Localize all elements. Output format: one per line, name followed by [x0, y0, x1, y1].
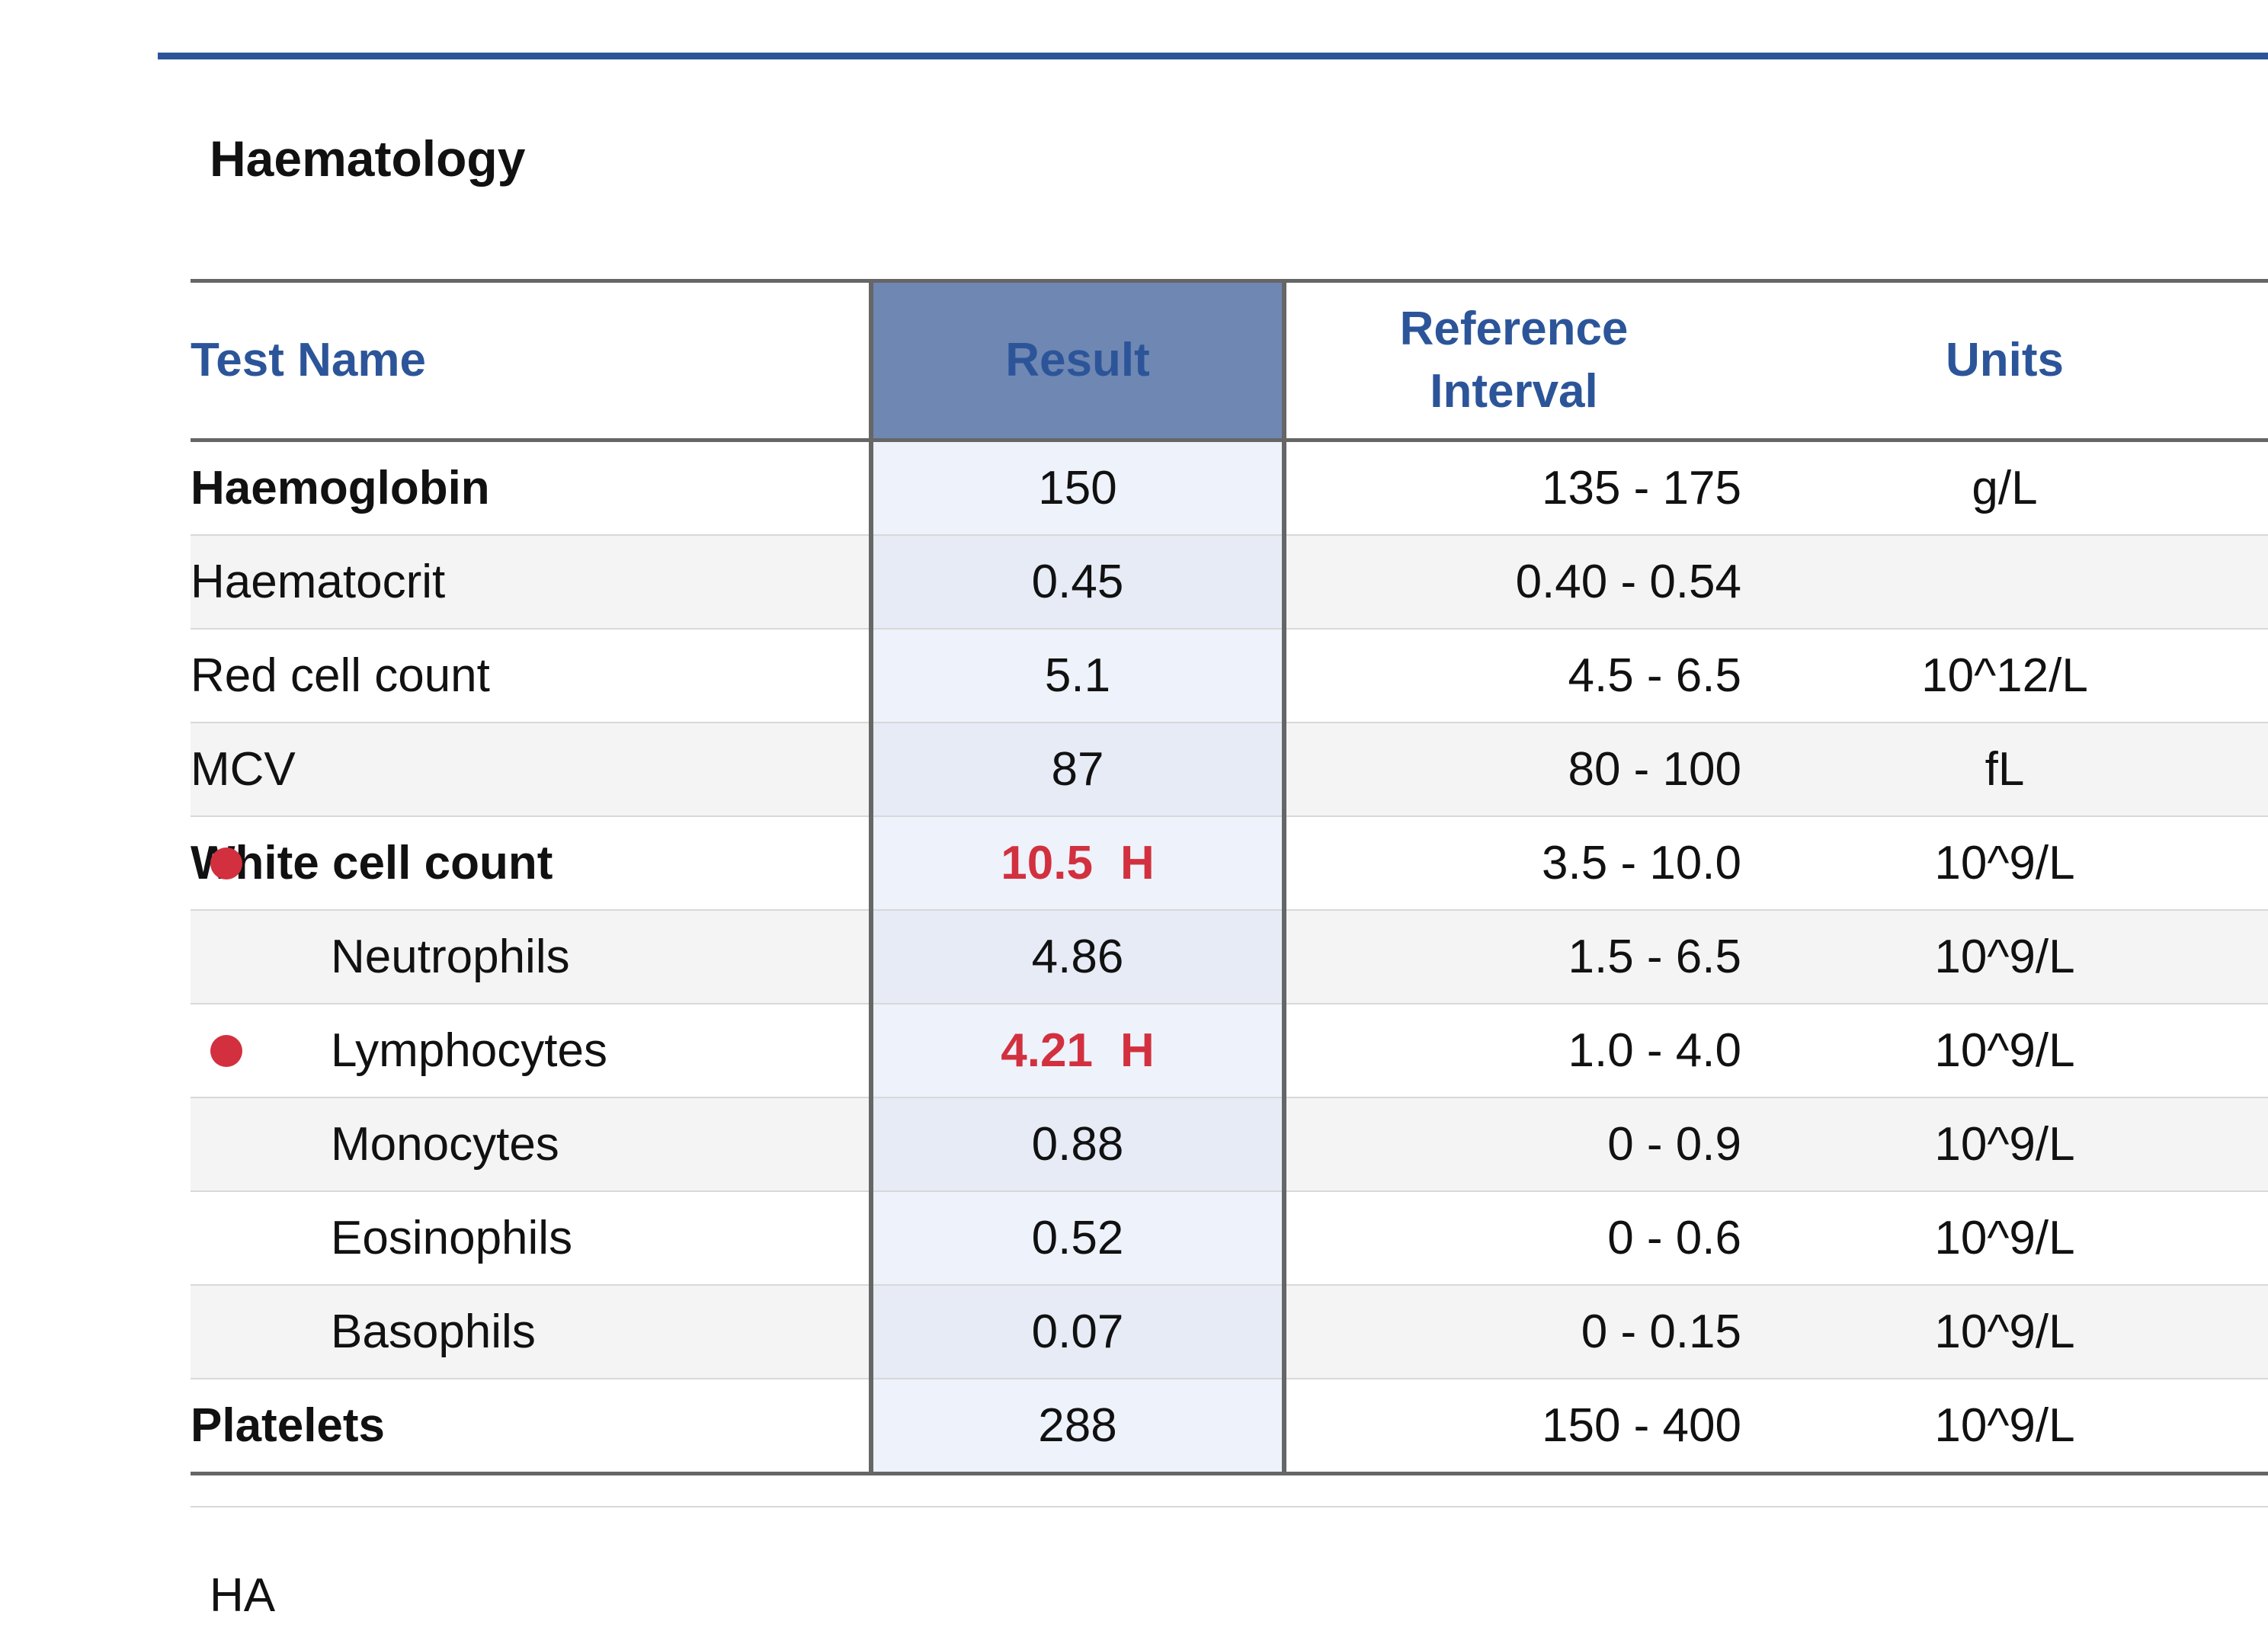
cell-test-name: Monocytes	[191, 1097, 871, 1192]
result-flag: H	[1120, 837, 1155, 889]
cell-result: 0.88	[869, 1097, 1286, 1192]
test-name-label: Basophils	[331, 1306, 536, 1358]
cell-reference-interval: 3.5 - 10.0	[1284, 816, 1741, 911]
cell-test-name: Lymphocytes	[191, 1004, 871, 1098]
result-value: 0.52	[1031, 1212, 1124, 1264]
cell-reference-interval: 1.0 - 4.0	[1284, 1004, 1741, 1098]
cell-units: 10^9/L	[1741, 1379, 2268, 1475]
cell-test-name: Haematocrit	[191, 535, 871, 630]
cell-units: 10^9/L	[1741, 1285, 2268, 1379]
test-name-label: Neutrophils	[331, 931, 570, 983]
bottom-rule	[191, 1506, 2268, 1507]
cell-reference-interval: 80 - 100	[1284, 722, 1741, 817]
cell-test-name: Basophils	[191, 1285, 871, 1379]
result-value: 10.5	[1001, 837, 1093, 889]
result-value: 87	[1051, 743, 1104, 796]
cell-result: 4.21 H	[869, 1004, 1286, 1098]
header-units: Units	[1741, 279, 2268, 442]
cell-reference-interval: 135 - 175	[1284, 440, 1741, 536]
cell-result: 150	[869, 440, 1286, 536]
header-reference-line1: Reference	[1399, 303, 1629, 355]
test-name-label: Red cell count	[191, 649, 490, 702]
cell-test-name: Platelets	[191, 1379, 871, 1475]
test-name-label: MCV	[191, 743, 296, 796]
cell-result: 4.86	[869, 910, 1286, 1004]
table-row: Lymphocytes 4.21 H 1.0 - 4.0 10^9/L	[191, 1004, 2268, 1098]
test-name-label: Haemoglobin	[191, 462, 490, 514]
abnormal-flag-dot-icon	[210, 847, 242, 879]
cell-units: g/L	[1741, 440, 2268, 536]
result-value: 4.86	[1031, 931, 1124, 983]
cell-reference-interval: 150 - 400	[1284, 1379, 1741, 1475]
table-header-row: Test Name Result Reference Interval Unit…	[191, 279, 2268, 442]
cell-test-name: Red cell count	[191, 629, 871, 723]
table-row: Basophils 0.07 0 - 0.15 10^9/L	[191, 1285, 2268, 1379]
table-row: Neutrophils 4.86 1.5 - 6.5 10^9/L	[191, 910, 2268, 1004]
result-value: 288	[1038, 1399, 1117, 1452]
table-row: Haemoglobin 150 135 - 175 g/L	[191, 440, 2268, 536]
result-value: 5.1	[1044, 649, 1111, 702]
abnormal-flag-dot-icon	[210, 1034, 242, 1067]
header-reference-interval: Reference Interval	[1284, 279, 1741, 442]
cell-test-name: MCV	[191, 722, 871, 817]
table-row: Haematocrit 0.45 0.40 - 0.54	[191, 535, 2268, 630]
result-value: 0.07	[1031, 1306, 1124, 1358]
result-value: 150	[1038, 462, 1117, 514]
cell-result: 87	[869, 722, 1286, 817]
cell-units: 10^9/L	[1741, 910, 2268, 1004]
test-name-label: Monocytes	[331, 1118, 559, 1171]
results-body: Haemoglobin 150 135 - 175 g/L Haematocrit 0.4…	[191, 440, 2268, 1475]
table-row: Red cell count 5.1 4.5 - 6.5 10^12/L	[191, 629, 2268, 723]
cell-reference-interval: 4.5 - 6.5	[1284, 629, 1741, 723]
cell-result: 0.52	[869, 1191, 1286, 1286]
result-value: 4.21	[1001, 1024, 1093, 1077]
test-name-label: Lymphocytes	[331, 1024, 607, 1077]
cell-test-name: Eosinophils	[191, 1191, 871, 1286]
cell-result: 0.45	[869, 535, 1286, 630]
cell-reference-interval: 0 - 0.6	[1284, 1191, 1741, 1286]
cell-test-name: Haemoglobin	[191, 440, 871, 536]
cell-reference-interval: 1.5 - 6.5	[1284, 910, 1741, 1004]
section-title: Haematology	[210, 130, 526, 187]
cell-test-name: White cell count	[191, 816, 871, 911]
table-row: MCV 87 80 - 100 fL	[191, 722, 2268, 817]
cell-result: 0.07	[869, 1285, 1286, 1379]
top-rule	[158, 53, 2268, 59]
header-test-name: Test Name	[191, 279, 871, 442]
footer-code: HA	[210, 1569, 276, 1622]
cell-result: 10.5 H	[869, 816, 1286, 911]
cell-reference-interval: 0.40 - 0.54	[1284, 535, 1741, 630]
cell-units	[1741, 535, 2268, 630]
header-result: Result	[869, 279, 1286, 442]
table-row: Platelets 288 150 - 400 10^9/L	[191, 1379, 2268, 1475]
table-row: Eosinophils 0.52 0 - 0.6 10^9/L	[191, 1191, 2268, 1286]
cell-reference-interval: 0 - 0.9	[1284, 1097, 1741, 1192]
result-value: 0.88	[1031, 1118, 1124, 1171]
cell-result: 5.1	[869, 629, 1286, 723]
test-name-label: Platelets	[191, 1399, 386, 1452]
header-reference-line2: Interval	[1430, 365, 1598, 418]
test-name-label: Eosinophils	[331, 1212, 573, 1264]
results-table: Test Name Result Reference Interval Unit…	[191, 279, 2268, 1475]
cell-units: 10^9/L	[1741, 1097, 2268, 1192]
table-row: Monocytes 0.88 0 - 0.9 10^9/L	[191, 1097, 2268, 1192]
test-name-label: Haematocrit	[191, 556, 446, 608]
result-value: 0.45	[1031, 556, 1124, 608]
cell-units: fL	[1741, 722, 2268, 817]
cell-units: 10^9/L	[1741, 816, 2268, 911]
test-name-label: White cell count	[191, 837, 553, 889]
cell-result: 288	[869, 1379, 1286, 1475]
cell-units: 10^12/L	[1741, 629, 2268, 723]
cell-units: 10^9/L	[1741, 1004, 2268, 1098]
table-row: White cell count 10.5 H 3.5 - 10.0 10^9/L	[191, 816, 2268, 911]
cell-test-name: Neutrophils	[191, 910, 871, 1004]
cell-reference-interval: 0 - 0.15	[1284, 1285, 1741, 1379]
cell-units: 10^9/L	[1741, 1191, 2268, 1286]
result-flag: H	[1120, 1024, 1155, 1077]
